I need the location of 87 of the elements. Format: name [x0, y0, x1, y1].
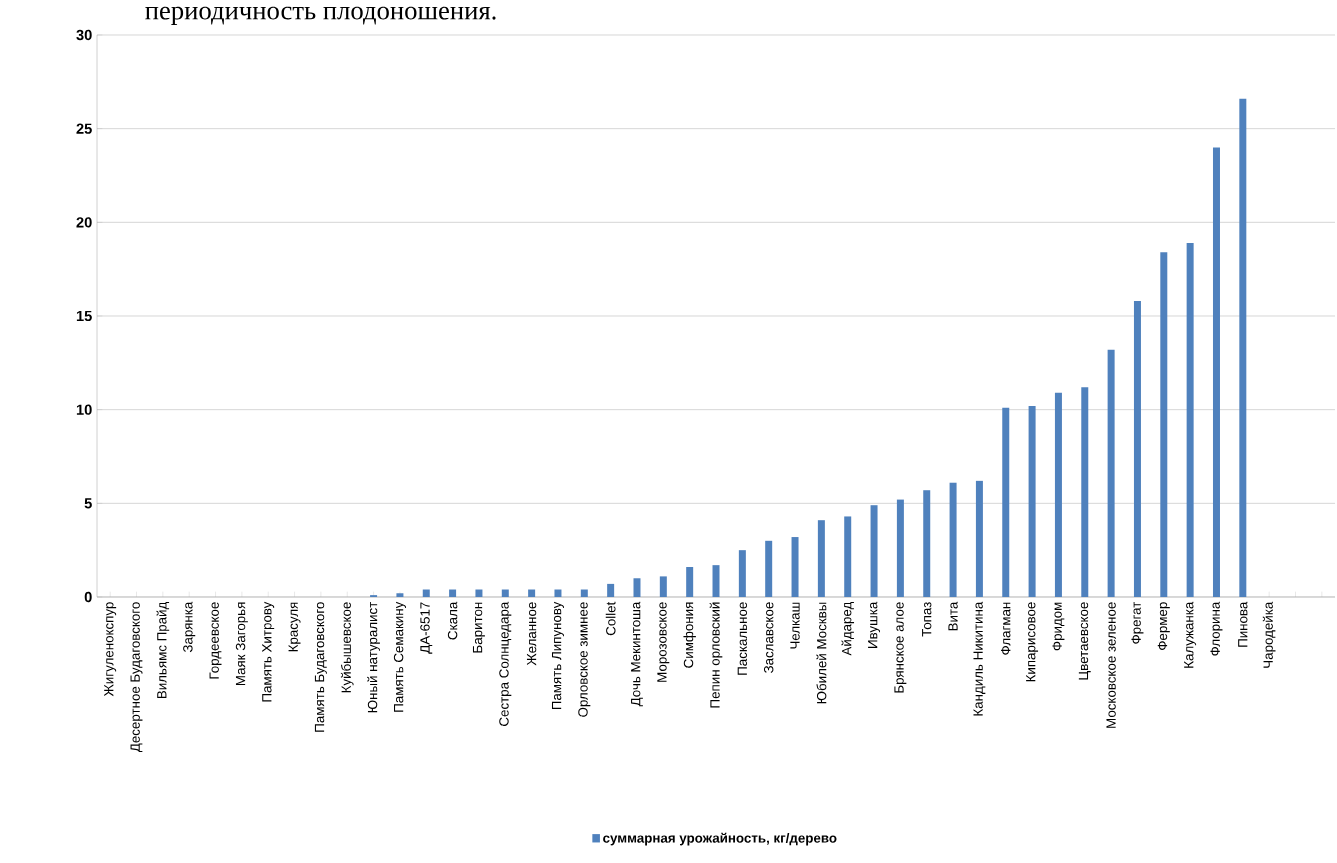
- x-tick-label: Вильямс Прайд: [156, 601, 170, 699]
- bar: [1160, 252, 1168, 597]
- x-tick-label: Куйбышевское: [340, 602, 354, 693]
- bar: [659, 576, 667, 597]
- bar: [738, 550, 746, 597]
- x-tick-label: Челкаш: [790, 602, 800, 649]
- bar: [791, 537, 799, 597]
- bar: [1133, 301, 1141, 597]
- bar: [528, 589, 536, 597]
- bar: [1028, 405, 1036, 597]
- x-tick-label: Калужанка: [1184, 601, 1197, 668]
- x-tick-label: Симфония: [683, 602, 696, 668]
- bar: [712, 565, 720, 597]
- bar: [501, 589, 509, 597]
- x-tick-label: Память Будаговского: [314, 602, 327, 732]
- bar: [817, 520, 825, 597]
- x-tick-label: Цветаевское: [1078, 602, 1091, 680]
- x-tick-label: Морозовское: [657, 602, 670, 682]
- bar: [923, 490, 931, 597]
- bar: [949, 482, 957, 597]
- y-tick-label: 0: [84, 591, 92, 603]
- y-tick-label: 5: [84, 498, 92, 509]
- y-tick-label: 25: [76, 123, 92, 134]
- x-tick-label: Заславское: [763, 602, 774, 674]
- x-tick-label: Десертное Будаговского: [130, 602, 143, 753]
- bar: [1081, 387, 1089, 597]
- x-tick-label: Маяк Загорья: [235, 602, 248, 686]
- x-tick-label: Дочь Мекинтоша: [631, 601, 643, 707]
- x-tick-label: Топаз: [922, 602, 932, 637]
- bar: [686, 567, 694, 597]
- bar: [607, 583, 615, 597]
- x-tick-label: ДА-6517: [420, 602, 433, 654]
- bar: [580, 589, 588, 597]
- bar: [1054, 392, 1062, 597]
- x-tick-label: Кандиль Никитина: [973, 601, 986, 716]
- bar: [1239, 98, 1247, 597]
- x-tick-label: Брянское алое: [894, 602, 907, 693]
- x-tick-label: Скала: [447, 601, 458, 640]
- bar: [844, 516, 852, 597]
- bar: [1107, 349, 1115, 597]
- bar: [870, 505, 878, 597]
- x-tick-label: Ивушка: [868, 601, 881, 648]
- x-tick-label: Память Липунову: [551, 601, 564, 710]
- bar: [765, 540, 773, 597]
- x-tick-label: Флорина: [1210, 601, 1223, 656]
- x-tick-label: Баритон: [472, 602, 485, 653]
- x-tick-label: Фридом: [1052, 602, 1065, 651]
- bar: [896, 499, 904, 597]
- bar: [396, 593, 404, 597]
- x-tick-label: Зарянка: [183, 601, 196, 653]
- bar: [554, 589, 562, 597]
- y-tick-label: 10: [76, 404, 92, 415]
- x-tick-label: Фермер: [1157, 602, 1170, 650]
- x-tick-label: Флагман: [1001, 602, 1011, 655]
- legend-label: суммарная урожайность, кг/дерево: [603, 832, 837, 846]
- bar: [1002, 407, 1010, 597]
- x-tick-label: Жигуленокспур: [104, 602, 117, 697]
- x-tick-label: Чародейка: [1262, 601, 1276, 668]
- x-tick-label: Красуля: [288, 602, 301, 652]
- x-tick-label: Паскальное: [737, 602, 747, 675]
- y-tick-label: 30: [76, 29, 92, 41]
- x-tick-label: Орловское зимнее: [578, 602, 591, 717]
- x-tick-label: Юбилей Москвы: [816, 602, 827, 704]
- x-tick-label: Гордеевское: [209, 602, 222, 679]
- x-tick-label: Пинова: [1238, 601, 1248, 647]
- text: периодичность плодоношения.: [145, 6, 496, 25]
- x-tick-label: Пепин орловский: [709, 602, 723, 708]
- x-tick-label: Collet: [605, 601, 616, 636]
- x-tick-label: Память Семакину: [393, 601, 406, 712]
- bar: [422, 589, 430, 597]
- x-tick-label: Московское зеленое: [1106, 602, 1116, 728]
- x-tick-label: Айдаред: [841, 601, 855, 656]
- x-tick-label: Сестра Солнцедара: [499, 601, 512, 726]
- x-tick-label: Память Хитрову: [262, 601, 275, 702]
- y-tick-label: 15: [76, 310, 92, 322]
- bar: [475, 589, 483, 597]
- x-tick-label: Желанное: [526, 602, 537, 666]
- bar: [1186, 242, 1194, 597]
- bar: [975, 480, 983, 597]
- y-tick-label: 20: [76, 217, 92, 228]
- bar: [633, 578, 641, 597]
- bar: [449, 589, 457, 597]
- x-tick-label: Вита: [948, 601, 958, 631]
- bar: [1212, 147, 1220, 597]
- x-tick-label: Фрегат: [1131, 601, 1144, 644]
- x-tick-label: Юный натуралист: [367, 601, 380, 713]
- x-tick-label: Кипарисовое: [1026, 602, 1039, 682]
